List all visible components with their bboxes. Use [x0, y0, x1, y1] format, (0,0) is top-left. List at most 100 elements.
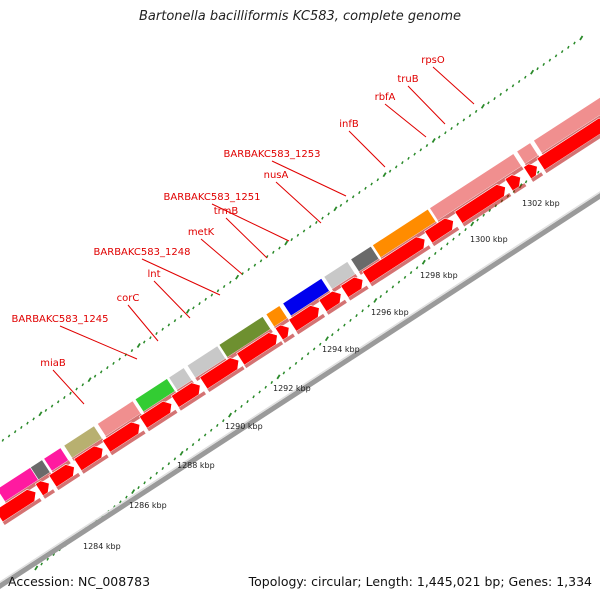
inner-tick-30: [215, 423, 219, 428]
inner-tick-31: [222, 419, 225, 423]
outer-tick-18: [99, 370, 103, 374]
cds-arrow-6: [170, 382, 201, 408]
outer-tick-25: [142, 340, 146, 344]
cds-arrow-2-shade: [56, 472, 81, 491]
cds-arrow-10-shade: [296, 313, 326, 335]
inner-tick-60: [397, 280, 401, 284]
outer-tick-2: [1, 438, 5, 442]
leader-line-2: [127, 304, 159, 342]
gene-label-trub: truB: [397, 74, 418, 85]
cds-arrow-0: [0, 489, 37, 523]
gene-block-darkgray: [350, 245, 380, 273]
inner-tick-55: [367, 304, 370, 308]
outer-tick-63: [376, 178, 380, 182]
inner-tick-63: [415, 266, 419, 270]
inner-tick-44: [300, 357, 304, 361]
kbp-label: 1296 kbp: [371, 308, 409, 317]
cds-arrow-13-shade: [370, 245, 431, 287]
inner-tick-27: [197, 438, 201, 442]
outer-tick-48: [284, 240, 289, 246]
inner-tick-37: [258, 390, 261, 394]
gene-labels: miaB BARBAKC583_1245 corC lnt BARBAKC583_124…: [12, 55, 445, 369]
leader-line-0: [52, 369, 85, 405]
outer-tick-42: [247, 267, 250, 271]
inner-tick-19: [149, 476, 152, 480]
inner-tick-58: [385, 290, 389, 294]
inner-tick-62: [409, 271, 413, 275]
gene-label-corc: corC: [117, 293, 140, 304]
outer-tick-6: [26, 421, 29, 425]
inner-tick-72: [470, 221, 475, 227]
outer-tick-61: [364, 186, 367, 190]
cds-arrow-17: [523, 163, 538, 180]
outer-tick-8: [38, 411, 43, 417]
outer-tick-30: [173, 319, 177, 323]
cds-arrow-14: [424, 217, 454, 244]
gene-block-lightgray-3: [323, 261, 356, 290]
inner-tick-70: [458, 232, 461, 236]
outer-tick-16: [87, 377, 92, 383]
gene-block-olivegreen: [218, 316, 272, 358]
cds-arrow-18-shade: [544, 134, 600, 174]
backbone-highlight: [0, 191, 600, 583]
cds-arrow-12: [340, 276, 364, 298]
outer-tick-40: [235, 274, 240, 280]
inner-tick-61: [403, 275, 407, 279]
outer-tick-59: [351, 195, 355, 199]
cds-arrow-3: [73, 445, 104, 472]
outer-tick-39: [229, 280, 232, 284]
outer-tick-51: [302, 229, 306, 233]
inner-tick-39: [270, 380, 274, 385]
outer-tick-44: [259, 259, 263, 263]
outer-tick-78: [468, 114, 472, 118]
feature-tracks: [0, 97, 600, 589]
inner-tick-46: [312, 347, 316, 351]
gene-label-barbakc583_1248: BARBAKC583_1248: [94, 247, 191, 258]
outer-tick-35: [204, 297, 207, 301]
outer-tick-49: [290, 237, 294, 242]
gene-label-rbfa: rbfA: [375, 92, 396, 103]
outer-tick-9: [44, 408, 48, 412]
gene-block-lightgray: [168, 367, 193, 391]
gene-block-lightgray-2: [186, 345, 226, 379]
outer-tick-27: [155, 331, 158, 336]
outer-tick-90: [542, 62, 545, 66]
genome-summary-text: Topology: circular; Length: 1,445,021 bp…: [248, 574, 592, 589]
inner-tick-24: [179, 450, 184, 456]
outer-tick-68: [407, 156, 410, 160]
outer-tick-37: [216, 289, 220, 293]
cds-arrow-12-shade: [348, 285, 369, 301]
outer-tick-10: [50, 404, 54, 408]
leader-line-4: [141, 258, 221, 296]
gene-label-miab: miaB: [40, 358, 66, 369]
cds-arrow-6-shade: [178, 391, 207, 411]
cds-arrow-3-shade: [81, 454, 109, 474]
tick-row-outer: [1, 35, 584, 442]
outer-tick-58: [345, 199, 349, 203]
outer-tick-67: [401, 161, 404, 165]
outer-tick-50: [296, 233, 300, 237]
outer-tick-53: [315, 220, 318, 224]
inner-tick-53: [355, 314, 358, 318]
gene-label-metk: metK: [188, 227, 215, 238]
leader-line-1: [59, 325, 138, 360]
cds-arrow-18: [536, 117, 600, 171]
inner-tick-25: [185, 447, 189, 451]
cds-arrow-9-shade: [282, 333, 295, 344]
inner-tick-17: [137, 486, 140, 490]
kbp-label: 1286 kbp: [129, 501, 167, 510]
cds-arrow-14-shade: [432, 226, 460, 247]
outer-tick-75: [450, 126, 453, 131]
outer-tick-52: [308, 225, 312, 229]
gene-label-barbakc583_1251: BARBAKC583_1251: [164, 192, 261, 203]
gene-block-olive: [63, 425, 103, 459]
kbp-label: 1288 kbp: [177, 461, 215, 470]
inner-tick-47: [318, 342, 322, 346]
outer-tick-21: [118, 357, 121, 361]
outer-tick-54: [321, 216, 324, 220]
outer-tick-29: [167, 323, 171, 327]
gene-label-lnt: lnt: [147, 269, 160, 280]
leader-line-8: [275, 181, 322, 224]
inner-tick-81: [524, 180, 528, 184]
cds-arrow-15-shade: [462, 192, 512, 227]
